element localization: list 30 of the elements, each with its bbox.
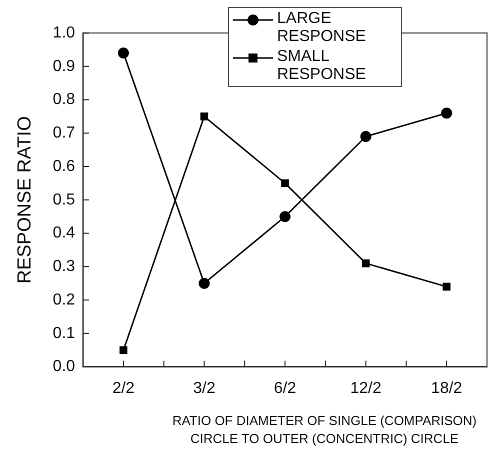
y-tick-label: 0.8 <box>52 91 76 108</box>
point <box>280 211 291 222</box>
point <box>360 130 372 142</box>
y-axis-title: RESPONSE RATIO <box>14 116 36 284</box>
point <box>200 112 208 120</box>
point <box>120 346 128 354</box>
x-tick-label: 3/2 <box>193 380 216 397</box>
y-tick-label: 0.4 <box>52 224 76 242</box>
y-tick-label: 0.1 <box>52 324 76 342</box>
y-tick-label: 0.5 <box>52 191 76 208</box>
legend-label: LARGE RESPONSE <box>277 10 367 46</box>
point <box>442 282 450 291</box>
y-tick-label: 0.0 <box>52 358 76 376</box>
point <box>198 278 210 289</box>
y-tick-label: 0.3 <box>52 258 76 276</box>
x-tick-label: 18/2 <box>431 380 462 397</box>
y-tick-label: 0.2 <box>52 291 76 308</box>
x-tick-label: 2/2 <box>112 380 135 397</box>
point <box>362 259 370 268</box>
y-tick-label: 0.6 <box>52 158 76 175</box>
y-tick-label: 0.7 <box>52 124 76 142</box>
point <box>441 108 452 119</box>
x-axis-title: RATIO OF DIAMETER OF SINGLE (COMPARISON) CIRCLE TO OUTER (CONCENTRIC) CIRCLE <box>171 412 478 448</box>
y-tick-label: 1.0 <box>52 24 76 42</box>
point <box>118 48 129 59</box>
legend-label: SMALL RESPONSE <box>277 48 367 84</box>
x-tick-label: 6/2 <box>274 380 296 397</box>
y-tick-label: 0.9 <box>52 58 76 75</box>
x-tick-label: 12/2 <box>350 380 382 397</box>
point <box>281 179 289 188</box>
